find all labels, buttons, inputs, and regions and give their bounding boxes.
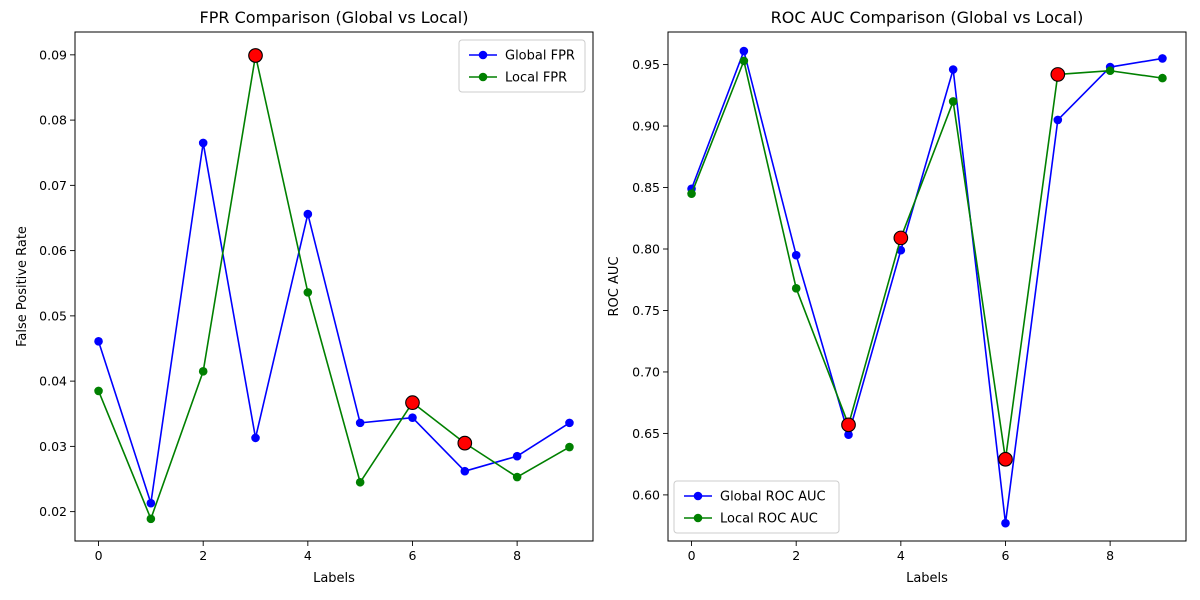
x-tick-label: 2 <box>792 548 800 563</box>
y-tick-label: 0.80 <box>632 242 660 257</box>
legend-box <box>458 39 586 93</box>
data-point-1 <box>1158 73 1167 83</box>
legend: Global FPR Local FPR <box>458 39 586 93</box>
y-tick-label: 0.05 <box>39 308 67 323</box>
data-point-0 <box>1001 518 1010 528</box>
series-line-0 <box>97 142 570 504</box>
y-axis-label: ROC AUC <box>607 257 622 317</box>
data-point-0 <box>303 209 313 219</box>
data-point-0 <box>791 250 801 260</box>
x-tick-label: 6 <box>1002 548 1010 563</box>
highlight-point <box>998 451 1013 467</box>
data-point-0 <box>408 413 417 422</box>
data-point-1 <box>146 514 156 524</box>
legend-label-1: Local FPR <box>505 71 567 86</box>
data-point-0 <box>565 418 574 428</box>
y-tick-label: 0.85 <box>632 180 660 195</box>
y-axis-label: False Positive Rate <box>15 226 30 347</box>
legend-label-0: Global FPR <box>505 49 575 64</box>
y-tick-label: 0.60 <box>632 487 660 502</box>
y-tick-label: 0.09 <box>39 47 67 62</box>
data-point-1 <box>94 386 103 396</box>
data-point-0 <box>146 498 156 508</box>
x-tick-label: 8 <box>513 548 521 563</box>
y-tick-label: 0.07 <box>39 178 67 193</box>
legend-label-1: Local ROC AUC <box>720 512 818 527</box>
data-point-1 <box>198 367 208 376</box>
x-tick-label: 4 <box>304 548 312 563</box>
x-tick-label: 8 <box>1106 548 1114 563</box>
data-point-0 <box>251 433 260 443</box>
data-point-0 <box>512 451 522 461</box>
data-point-0 <box>198 138 208 148</box>
highlight-point <box>841 417 856 433</box>
legend-marker-0 <box>693 491 703 501</box>
data-point-1 <box>739 56 749 66</box>
series-line-1 <box>690 60 1163 461</box>
y-tick-label: 0.03 <box>39 439 67 454</box>
highlight-point <box>457 435 473 451</box>
y-tick-label: 0.90 <box>632 119 660 134</box>
y-tick-label: 0.02 <box>39 504 67 519</box>
data-point-1 <box>303 288 313 297</box>
data-point-0 <box>460 466 470 476</box>
data-point-1 <box>355 477 365 487</box>
y-tick-label: 0.65 <box>632 426 660 441</box>
data-point-0 <box>948 65 958 74</box>
legend-label-0: Global ROC AUC <box>720 490 826 505</box>
x-tick-label: 6 <box>409 548 417 563</box>
data-point-0 <box>1053 115 1063 125</box>
legend-marker-0 <box>478 50 488 60</box>
chart-title: FPR Comparison (Global vs Local) <box>200 8 469 27</box>
y-tick-label: 0.95 <box>632 57 660 72</box>
x-tick-label: 0 <box>95 548 103 563</box>
highlight-point <box>248 48 263 63</box>
legend-box <box>673 480 840 534</box>
x-tick-label: 4 <box>897 548 905 563</box>
highlight-point <box>1050 67 1066 82</box>
highlight-point <box>405 395 420 411</box>
legend-marker-1 <box>478 72 488 82</box>
axes-frame <box>667 31 1187 542</box>
y-tick-label: 0.04 <box>39 374 67 389</box>
highlight-point <box>893 230 909 246</box>
axes-frame <box>74 31 594 542</box>
y-tick-label: 0.08 <box>39 113 67 128</box>
data-point-0 <box>94 337 103 346</box>
data-point-0 <box>355 418 365 428</box>
x-tick-label: 2 <box>199 548 207 563</box>
data-point-1 <box>948 97 958 106</box>
data-point-0 <box>739 46 749 56</box>
legend-marker-1 <box>693 513 703 523</box>
series-line-1 <box>97 54 570 520</box>
x-axis-label: Labels <box>906 571 948 586</box>
data-point-1 <box>687 189 696 198</box>
chart-panel-0: FPR Comparison (Global vs Local) 0 2 4 6 8 0.0… <box>15 8 594 586</box>
data-point-0 <box>844 430 853 439</box>
data-point-1 <box>1105 66 1115 76</box>
chart-title: ROC AUC Comparison (Global vs Local) <box>771 8 1084 27</box>
data-point-1 <box>512 472 522 482</box>
data-point-1 <box>791 284 801 293</box>
legend: Global ROC AUC Local ROC AUC <box>673 480 840 534</box>
chart-panel-1: ROC AUC Comparison (Global vs Local) 0 2 4 6… <box>607 8 1187 586</box>
y-tick-label: 0.06 <box>39 243 67 258</box>
data-point-1 <box>565 442 574 452</box>
y-tick-label: 0.70 <box>632 364 660 379</box>
x-axis-label: Labels <box>313 571 355 586</box>
data-point-0 <box>1158 54 1167 63</box>
series-line-0 <box>690 50 1163 524</box>
x-tick-label: 0 <box>688 548 696 563</box>
y-tick-label: 0.75 <box>632 303 660 318</box>
